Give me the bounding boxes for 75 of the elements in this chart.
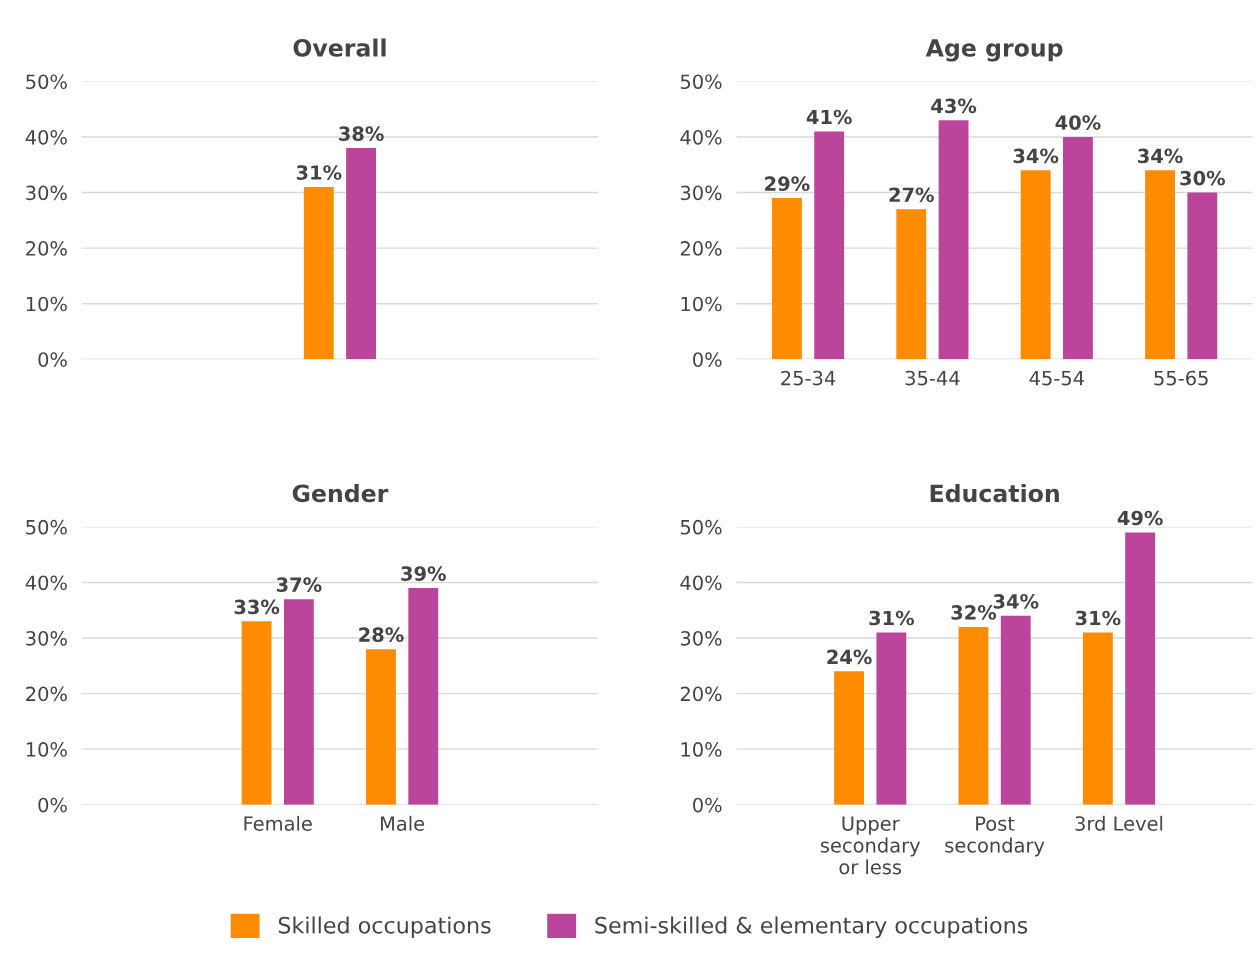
data-label: 34% — [1013, 148, 1059, 164]
y-tick-label: 50% — [26, 74, 67, 90]
y-tick-label: 10% — [681, 296, 722, 312]
y-tick-label: 40% — [25, 129, 67, 145]
x-tick-label: Post secondary — [945, 816, 1045, 857]
data-label: 49% — [1117, 510, 1163, 526]
x-tick-label: 3rd Level — [1075, 815, 1163, 831]
data-label: 27% — [889, 187, 934, 203]
y-tick-label: 20% — [680, 241, 722, 256]
bar — [366, 649, 396, 805]
y-tick-label: 30% — [26, 185, 67, 201]
y-tick-label: 20% — [680, 686, 722, 702]
y-tick-label: 0% — [38, 797, 67, 813]
data-label: 40% — [1055, 115, 1101, 130]
bar — [814, 131, 845, 360]
y-tick-label: 30% — [680, 630, 722, 646]
bar — [1000, 615, 1031, 805]
bar — [1125, 532, 1156, 805]
y-tick-label: 50% — [26, 519, 67, 535]
data-label: 39% — [401, 566, 446, 581]
y-tick-label: 0% — [38, 352, 67, 367]
data-label: 43% — [931, 98, 977, 114]
data-label: 41% — [806, 109, 852, 125]
y-tick-label: 10% — [26, 296, 67, 312]
bar — [834, 671, 865, 805]
data-label: 24% — [827, 649, 872, 665]
bar — [1020, 170, 1051, 360]
legend-label: Skilled occupations — [278, 916, 491, 938]
y-tick-label: 30% — [680, 185, 722, 201]
legend-label: Semi-skilled & elementary occupations — [595, 916, 1028, 938]
x-tick-label: 25-34 — [781, 370, 836, 386]
y-tick-label: 40% — [680, 129, 722, 145]
y-tick-label: 0% — [693, 797, 722, 813]
y-tick-label: 10% — [26, 742, 67, 757]
data-label: 30% — [1180, 170, 1225, 186]
y-tick-label: 10% — [681, 742, 722, 757]
chart-title: Overall — [293, 38, 386, 57]
x-tick-label: 45-54 — [1029, 370, 1084, 386]
data-label: 31% — [1075, 610, 1121, 626]
x-tick-label: Upper secondary or less — [820, 816, 921, 875]
y-tick-label: 30% — [26, 630, 67, 646]
data-label: 33% — [234, 599, 280, 615]
x-tick-label: Male — [381, 815, 425, 831]
y-tick-label: 0% — [693, 352, 722, 367]
bar — [408, 588, 439, 805]
bar — [938, 120, 969, 360]
bar — [876, 632, 907, 805]
data-label: 37% — [276, 577, 322, 593]
x-tick-label: 35-44 — [905, 370, 960, 386]
y-tick-label: 40% — [680, 575, 722, 591]
data-label: 38% — [339, 126, 384, 142]
bar — [283, 599, 314, 805]
bar — [241, 621, 272, 805]
y-tick-label: 50% — [680, 74, 722, 90]
data-label: 31% — [296, 165, 342, 180]
data-label: 34% — [1138, 148, 1183, 164]
chart-title: Age group — [925, 39, 1063, 62]
bar — [1145, 170, 1175, 360]
bar — [1187, 192, 1218, 360]
chart-title: Gender — [292, 483, 389, 503]
chart-title: Education — [930, 483, 1059, 503]
bar — [896, 209, 927, 360]
x-tick-label: 55-65 — [1154, 370, 1208, 386]
bar — [1082, 632, 1113, 805]
y-tick-label: 40% — [25, 575, 67, 591]
y-tick-label: 50% — [680, 519, 722, 535]
bar — [771, 198, 802, 360]
data-label: 31% — [869, 610, 915, 626]
y-tick-label: 20% — [26, 686, 67, 702]
x-tick-label: Female — [244, 815, 312, 831]
bar — [1063, 136, 1093, 360]
data-label: 29% — [765, 176, 810, 192]
bar — [958, 626, 989, 805]
y-tick-label: 20% — [26, 241, 67, 256]
data-label: 28% — [359, 627, 404, 643]
